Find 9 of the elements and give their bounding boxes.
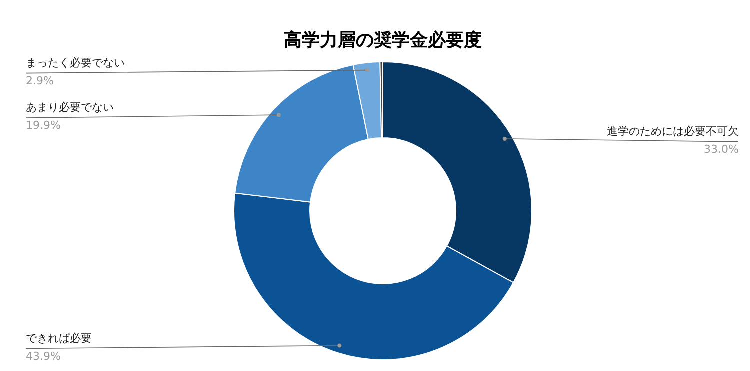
data-label: 2.9% <box>26 74 54 88</box>
slice-label: できれば必要 <box>26 332 92 345</box>
chart-title: 高学力層の奨学金必要度 <box>284 30 482 51</box>
data-label: 19.9% <box>26 119 61 132</box>
slice-label: 進学のためには必要不可欠 <box>607 124 739 138</box>
data-label: 43.9% <box>26 350 61 363</box>
slice-label: あまり必要でない <box>26 101 114 114</box>
data-label: 33.0% <box>704 142 739 156</box>
slice-label: まったく必要でない <box>26 56 125 70</box>
